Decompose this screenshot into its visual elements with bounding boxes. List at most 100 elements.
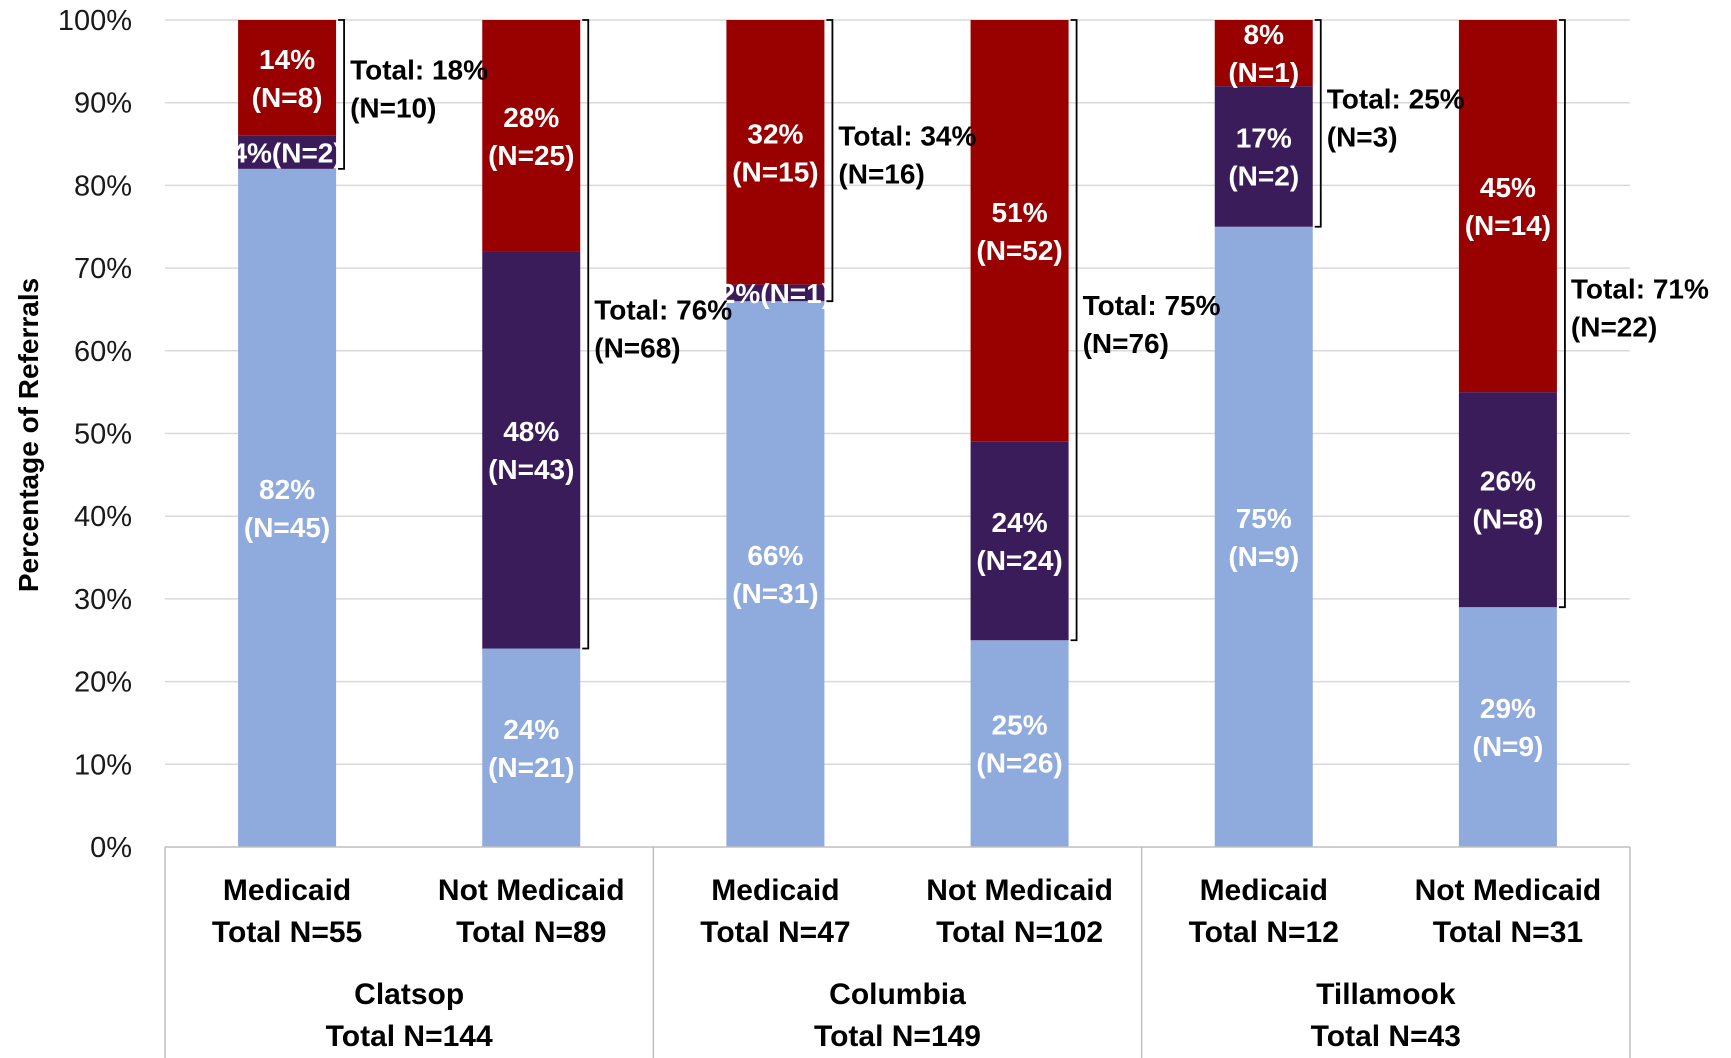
y-tick-label: 90% [74, 88, 132, 120]
data-label: (N=14) [1465, 210, 1551, 241]
bar-segment [482, 251, 581, 649]
data-label: 82% [259, 474, 315, 505]
data-label: (N=1) [1228, 57, 1299, 88]
data-label: 24% [992, 507, 1048, 538]
data-label: 45% [1480, 172, 1536, 203]
y-tick-label: 40% [74, 501, 132, 533]
bars [238, 20, 1557, 848]
y-tick-label: 0% [90, 832, 132, 864]
data-label: (N=2) [1228, 160, 1299, 191]
bar-segment [970, 640, 1069, 847]
x-tick-label: Not Medicaid [438, 874, 625, 907]
data-label: 75% [1236, 503, 1292, 534]
data-label: 17% [1236, 122, 1292, 153]
bar-segment [482, 648, 581, 847]
data-label: (N=15) [732, 156, 818, 187]
data-label: (N=9) [1228, 541, 1299, 572]
total-brackets: Total: 18% (N=10) Total: 76% (N=68) Total: 3… [338, 19, 1709, 650]
total-bracket-label: (N=68) [594, 332, 680, 363]
data-label: 66% [747, 540, 803, 571]
data-label: 32% [747, 118, 803, 149]
x-tick-label: Not Medicaid [926, 874, 1113, 907]
bar-segment [726, 20, 825, 285]
data-label: (N=8) [1473, 504, 1544, 535]
data-label: 8% [1244, 19, 1285, 50]
group-label: Clatsop [354, 978, 464, 1011]
data-label: 28% [503, 102, 559, 133]
data-label: (N=52) [976, 235, 1062, 266]
data-label: (N=21) [488, 752, 574, 783]
total-bracket-label: (N=10) [350, 92, 436, 123]
total-bracket-label: Total: 71% [1571, 274, 1709, 305]
bar-segment [726, 284, 825, 302]
bar-segment [970, 20, 1069, 442]
data-label: (N=45) [244, 512, 330, 543]
data-label: (N=8) [252, 82, 323, 113]
bar-segment [1458, 20, 1557, 393]
y-tick-label: 10% [74, 749, 132, 781]
total-bracket [826, 19, 834, 303]
x-tick-total: Total N=55 [212, 916, 362, 949]
y-tick-label: 50% [74, 419, 132, 451]
bar-segment [726, 301, 825, 847]
data-label: (N=43) [488, 454, 574, 485]
axes: 0% 10% 20% 30% 40% 50% 60% 70% 80% 90% 100% Medicai… [58, 5, 1631, 1058]
x-tick-label: Medicaid [223, 874, 351, 907]
data-label: (N=25) [488, 140, 574, 171]
total-bracket [1558, 19, 1566, 609]
group-total: Total N=43 [1311, 1020, 1461, 1053]
bar-segment [482, 20, 581, 252]
bar-segment [238, 135, 337, 169]
bar-segment [1458, 392, 1557, 608]
total-bracket-label: Total: 76% [594, 294, 732, 325]
group-total: Total N=144 [326, 1020, 493, 1053]
data-label: 14% [259, 44, 315, 75]
x-tick-label: Medicaid [1200, 874, 1328, 907]
data-label: (N=26) [976, 748, 1062, 779]
data-label: 25% [992, 710, 1048, 741]
data-label: (N=31) [732, 578, 818, 609]
bar-segment [1458, 607, 1557, 847]
y-tick-label: 70% [74, 253, 132, 285]
x-tick-total: Total N=89 [456, 916, 606, 949]
data-label: 29% [1480, 693, 1536, 724]
bar-segment [970, 441, 1069, 641]
total-bracket-label: (N=16) [838, 159, 924, 190]
data-label: 51% [992, 197, 1048, 228]
total-bracket [1314, 19, 1322, 228]
x-tick-total: Total N=102 [936, 916, 1103, 949]
data-label: 26% [1480, 466, 1536, 497]
bar-segment [1214, 20, 1313, 87]
group-label: Columbia [829, 978, 966, 1011]
total-bracket-label: Total: 25% [1327, 83, 1465, 114]
data-label: 2%(N=1) [720, 278, 831, 309]
y-tick-label: 100% [58, 5, 132, 37]
bar-segment [1214, 226, 1313, 847]
bar-segment [1214, 86, 1313, 227]
x-tick-label: Not Medicaid [1415, 874, 1602, 907]
bar-segment [238, 20, 337, 136]
x-tick-label: Medicaid [711, 874, 839, 907]
total-bracket-label: Total: 75% [1083, 290, 1221, 321]
bar-segment [238, 168, 337, 848]
x-tick-total: Total N=47 [700, 916, 850, 949]
group-label: Tillamook [1316, 978, 1456, 1011]
total-bracket-label: Total: 34% [838, 121, 976, 152]
y-tick-label: 60% [74, 336, 132, 368]
total-bracket [1070, 19, 1078, 642]
y-tick-label: 30% [74, 584, 132, 616]
data-label: (N=9) [1473, 731, 1544, 762]
total-bracket-label: Total: 18% [350, 54, 488, 85]
total-bracket-label: (N=22) [1571, 312, 1657, 343]
data-label: 24% [503, 714, 559, 745]
y-axis-title: Percentage of Referrals [13, 278, 44, 592]
total-bracket-label: (N=3) [1327, 121, 1398, 152]
total-bracket-label: (N=76) [1083, 328, 1169, 359]
data-label: (N=24) [976, 545, 1062, 576]
x-tick-total: Total N=12 [1189, 916, 1339, 949]
group-total: Total N=149 [814, 1020, 981, 1053]
y-tick-label: 80% [74, 170, 132, 202]
gridlines [165, 19, 1630, 766]
